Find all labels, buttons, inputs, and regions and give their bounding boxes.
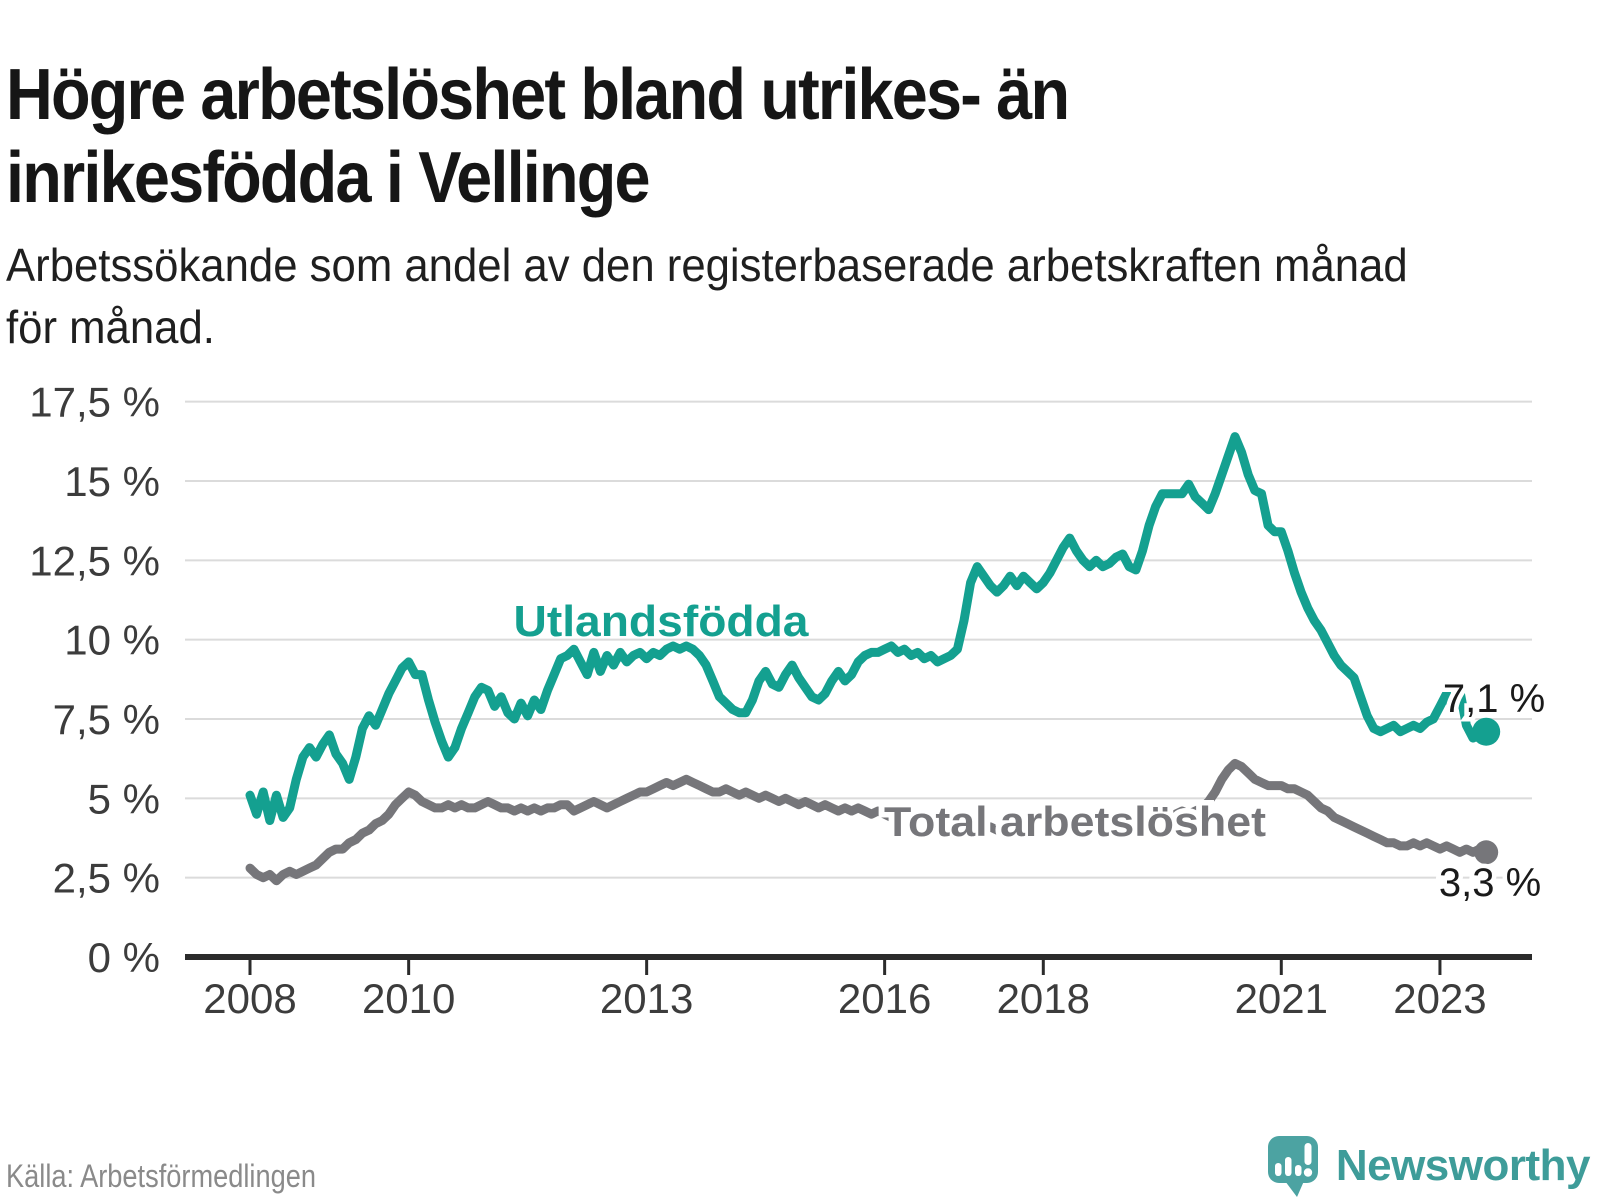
axis-layer: 2008 2010 2013 2016 2018 2021 2023 (185, 954, 1532, 1022)
y-tick-label: 0 % (88, 934, 160, 981)
end-dot-total (1474, 840, 1499, 865)
x-tick-label: 2023 (1393, 975, 1486, 1022)
x-tick-label: 2018 (997, 975, 1090, 1022)
end-value-utlandsfodda: 7,1 % (1443, 677, 1545, 721)
y-tick-label: 5 % (88, 775, 160, 822)
series-label-total: Total arbetslöshet (884, 798, 1266, 845)
end-value-total: 3,3 % (1439, 861, 1541, 905)
brand-logo: Newsworthy (1266, 1134, 1591, 1198)
page-subtitle: Arbetssökande som andel av den registerb… (6, 234, 1408, 358)
series-line-total (245, 758, 1491, 886)
y-tick-label: 10 % (64, 617, 160, 664)
source-note: Källa: Arbetsförmedlingen (6, 1158, 316, 1194)
page-title: Högre arbetslöshet bland utrikes- än inri… (6, 54, 1070, 220)
subtitle-line2: för månad. (6, 301, 215, 354)
y-tick-label: 17,5 % (29, 379, 160, 426)
subtitle-line1: Arbetssökande som andel av den registerb… (6, 239, 1408, 291)
series-label-utlandsfodda: Utlandsfödda (514, 597, 810, 646)
title-line2: inrikesfödda i Vellinge (6, 138, 651, 219)
end-dot-utlandsfodda (1472, 717, 1501, 746)
y-tick-label: 15 % (64, 458, 160, 505)
newsworthy-icon (1267, 1136, 1318, 1197)
y-tick-label: 2,5 % (53, 855, 160, 902)
brand-name: Newsworthy (1335, 1141, 1591, 1190)
series-line-utlandsfodda (245, 432, 1491, 825)
y-tick-label: 7,5 % (53, 696, 160, 743)
grid-layer: 0 % 2,5 % 5 % 7,5 % 10 % 12,5 % 15 % 17,5 % (29, 379, 1532, 981)
label-layer: Utlandsfödda Total arbetslöshet 7,1 % 3,… (514, 597, 1550, 910)
x-tick-label: 2010 (362, 975, 455, 1022)
x-tick-label: 2008 (203, 975, 296, 1022)
x-tick-label: 2021 (1235, 975, 1328, 1022)
title-line1: Högre arbetslöshet bland utrikes- än (6, 55, 1070, 136)
y-tick-label: 12,5 % (29, 537, 160, 584)
series-layer (245, 432, 1501, 886)
x-tick-label: 2016 (838, 975, 931, 1022)
x-tick-label: 2013 (600, 975, 693, 1022)
